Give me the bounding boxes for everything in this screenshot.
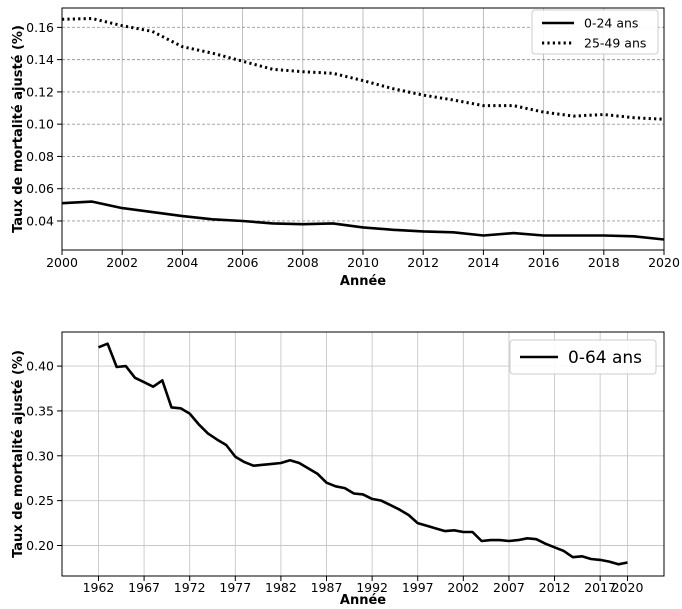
chart-bottom-lines [98, 342, 628, 566]
legend-label-0-64-ans: 0-64 ans [568, 348, 642, 368]
chart-top-xtick-label: 2000 [46, 255, 78, 270]
chart-bottom-xtick-label: 1962 [83, 580, 115, 595]
chart-bottom-xtick-label: 1967 [128, 580, 160, 595]
chart-top-xtick-label: 2016 [528, 255, 560, 270]
chart-bottom-xlabel: Année [340, 593, 386, 608]
series-line-25-49-ans [61, 17, 665, 121]
chart-bottom-xtick-label: 1982 [265, 580, 297, 595]
chart-top-xlabel: Année [340, 274, 386, 289]
chart-bottom-legend-box [509, 339, 657, 375]
chart-bottom-legend: 0-64 ans [509, 339, 657, 375]
chart-bottom-xtick-label: 1977 [219, 580, 251, 595]
chart-top-xtick-label: 2010 [347, 255, 379, 270]
chart-top-ytick-label: 0.10 [26, 117, 54, 132]
chart-bottom-xtick-label: 2002 [447, 580, 479, 595]
chart-top-xtick-label: 2006 [227, 255, 259, 270]
chart-top-ytick-label: 0.12 [26, 84, 54, 99]
chart-top-xtick-label: 2018 [588, 255, 620, 270]
chart-bottom-ticks: 1962 1967 1972 1977 1982 1987 1992 1997 2002 2007… [26, 359, 643, 595]
chart-top-xtick-label: 2002 [106, 255, 138, 270]
legend-label-0-24-ans: 0-24 ans [584, 16, 638, 31]
chart-top-ytick-label: 0.14 [26, 52, 54, 67]
series-line-0-24-ans [61, 200, 665, 241]
chart-top-xtick-label: 2004 [166, 255, 198, 270]
chart-bottom-xtick-label: 1987 [311, 580, 343, 595]
chart-bottom-frame [61, 331, 665, 577]
chart-top-ticks: 2000 2002 2004 2006 2008 2010 2012 2014 2016 2018… [26, 20, 680, 270]
chart-top-ylabel: Taux de mortalité ajusté (%) [11, 25, 26, 233]
chart-bottom-xtick-label: 2017 [584, 580, 616, 595]
chart-top-xtick-label: 2020 [648, 255, 680, 270]
legend-label-25-49-ans: 25-49 ans [584, 36, 646, 51]
chart-top-xtick-label: 2008 [287, 255, 319, 270]
chart-top-ytick-label: 0.08 [26, 149, 54, 164]
chart-bottom-xtick-label: 2020 [612, 580, 644, 595]
chart-bottom-ytick-label: 0.30 [26, 448, 54, 463]
chart-top-xtick-label: 2012 [407, 255, 439, 270]
chart-bottom-xtick-label: 1992 [356, 580, 388, 595]
chart-bottom-xtick-label: 1972 [174, 580, 206, 595]
chart-top-xtick-label: 2014 [467, 255, 499, 270]
chart-bottom: 1962 1967 1972 1977 1982 1987 1992 1997 2002 2007… [11, 331, 665, 608]
chart-bottom-xtick-label: 1997 [402, 580, 434, 595]
chart-top-ytick-label: 0.16 [26, 20, 54, 35]
chart-bottom-ylabel: Taux de mortalité ajusté (%) [11, 350, 26, 558]
chart-top: 2000 2002 2004 2006 2008 2010 2012 2014 2016 2018… [11, 7, 680, 289]
chart-bottom-xtick-label: 2007 [493, 580, 525, 595]
chart-bottom-ytick-label: 0.20 [26, 538, 54, 553]
chart-top-legend-box [531, 9, 659, 55]
chart-top-ytick-label: 0.06 [26, 181, 54, 196]
chart-bottom-ytick-label: 0.25 [26, 493, 54, 508]
chart-bottom-ytick-label: 0.40 [26, 359, 54, 374]
chart-bottom-xtick-label: 2012 [539, 580, 571, 595]
chart-top-ytick-label: 0.04 [26, 213, 54, 228]
chart-top-legend: 0-24 ans 25-49 ans [531, 9, 659, 55]
chart-top-lines [61, 17, 665, 241]
chart-bottom-ytick-label: 0.35 [26, 403, 54, 418]
series-line-0-64-ans [98, 342, 628, 566]
